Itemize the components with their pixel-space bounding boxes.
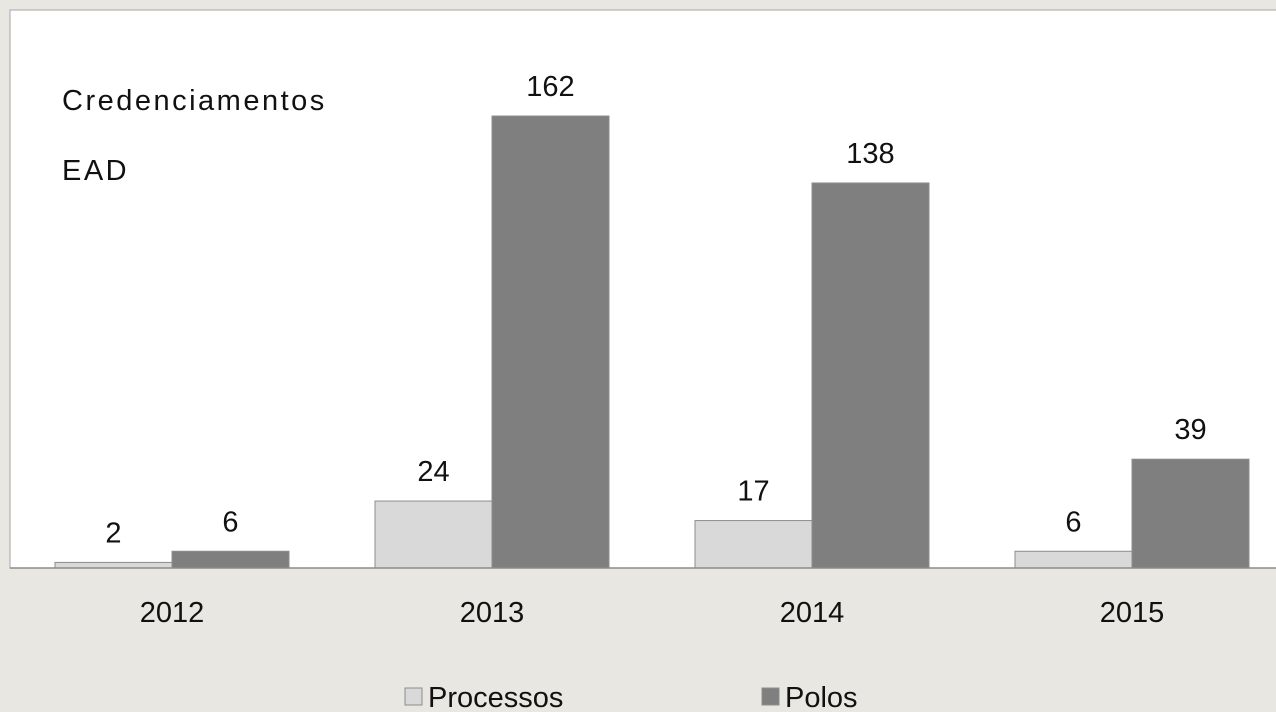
legend-swatch (761, 687, 780, 706)
legend-label: Processos (428, 682, 563, 712)
bar (694, 520, 813, 569)
legend-label: Polos (785, 682, 858, 712)
bar (1131, 458, 1250, 569)
data-label: 39 (1174, 414, 1206, 446)
data-label: 138 (846, 138, 894, 170)
data-label: 17 (737, 476, 769, 508)
bar (811, 182, 930, 569)
bar (1014, 550, 1133, 569)
legend-swatch (404, 687, 423, 706)
data-label: 24 (417, 456, 449, 488)
data-label: 2 (105, 517, 121, 549)
bar (374, 500, 493, 569)
data-label: 6 (222, 506, 238, 538)
x-tick-label: 2014 (780, 597, 845, 629)
x-tick-label: 2013 (460, 597, 525, 629)
bar (54, 561, 173, 569)
bar (491, 115, 610, 569)
bar (171, 550, 290, 569)
x-tick-label: 2012 (140, 597, 205, 629)
data-label: 162 (526, 71, 574, 103)
plot-area (9, 9, 1276, 569)
data-label: 6 (1065, 506, 1081, 538)
x-tick-label: 2015 (1100, 597, 1165, 629)
chart-title: Credenciamentos EAD (62, 85, 327, 187)
